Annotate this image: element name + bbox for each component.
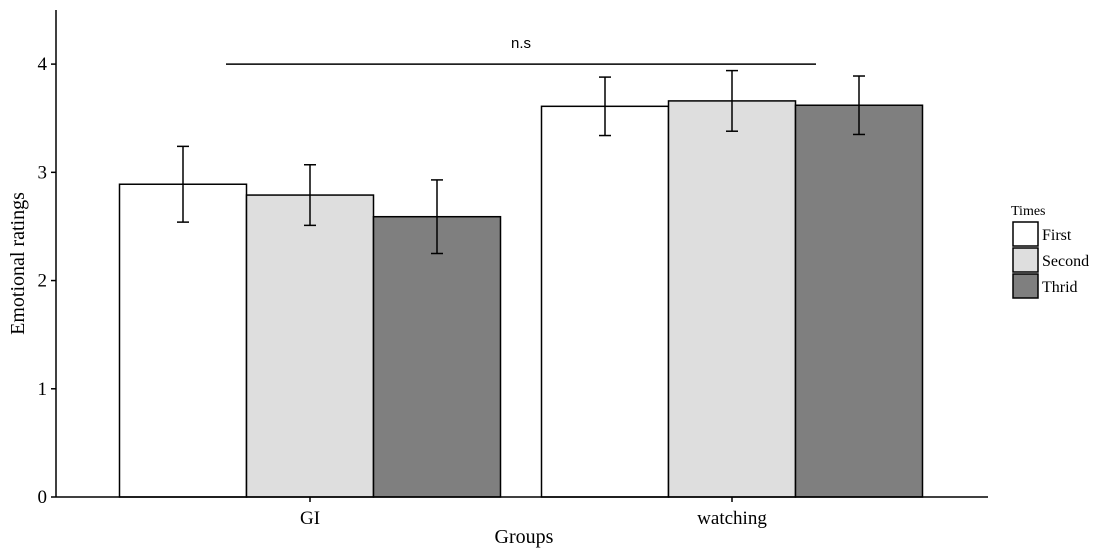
y-tick-label: 1 [38, 379, 48, 400]
bar-gi-thrid [372, 215, 502, 498]
y-tick-label: 2 [38, 271, 48, 292]
bar-gi-first [118, 183, 248, 498]
legend-label-second: Second [1042, 253, 1089, 270]
x-axis-title: Groups [495, 526, 554, 548]
legend-label-first: First [1042, 227, 1072, 244]
y-axis-title: Emotional ratings [7, 192, 29, 335]
legend-label-thrid: Thrid [1042, 279, 1078, 296]
y-tick-label: 3 [38, 162, 48, 183]
x-ticks: GI watching [300, 497, 767, 529]
bar-watching-thrid [794, 104, 924, 498]
bar-watching-first [540, 105, 670, 498]
y-ticks: 0 1 2 3 4 [38, 54, 56, 508]
x-tick-label: GI [300, 508, 320, 529]
legend-key-first [1012, 221, 1039, 247]
bars-layer [118, 100, 924, 498]
legend-title: Times [1011, 204, 1046, 219]
x-tick-label: watching [697, 508, 767, 529]
bar-watching-second [667, 100, 797, 498]
error-bars-layer [177, 69, 865, 255]
legend-key-second [1012, 247, 1039, 273]
significance-label: n.s [511, 35, 531, 52]
legend-key-thrid [1012, 273, 1039, 299]
bar-gi-second [245, 194, 375, 498]
legend: Times First Second Thrid [1011, 204, 1089, 299]
y-tick-label: 0 [38, 487, 48, 508]
axes-layer [55, 10, 988, 498]
y-tick-label: 4 [38, 54, 48, 75]
significance-annotation: n.s [226, 35, 816, 65]
